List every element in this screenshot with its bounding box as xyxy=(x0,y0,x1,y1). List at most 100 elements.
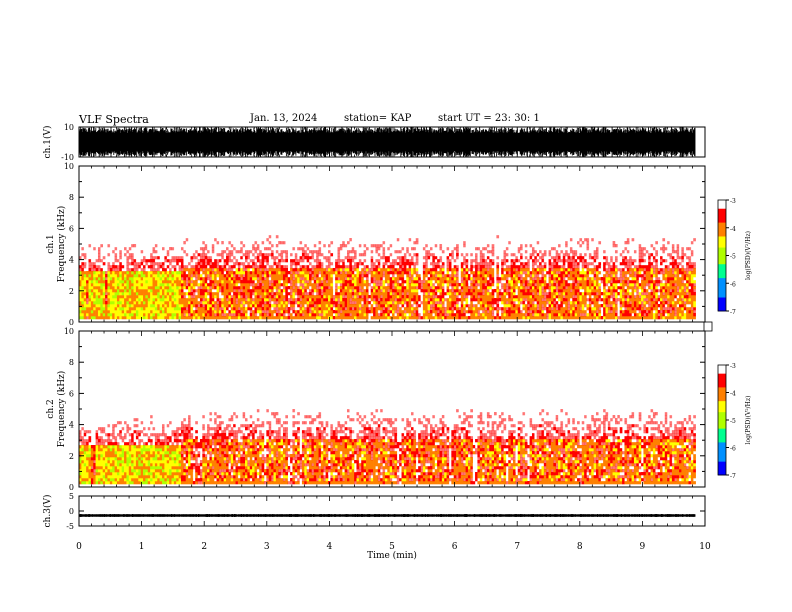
spectrogram-cell xyxy=(140,292,144,296)
spectrogram-cell xyxy=(247,220,251,224)
spectrogram-cell xyxy=(202,295,205,299)
spectrogram-cell xyxy=(365,286,369,290)
spectrogram-cell xyxy=(365,280,369,284)
spectrogram-cell xyxy=(356,262,360,266)
spectrogram-cell xyxy=(392,271,395,275)
spectrogram-cell xyxy=(365,307,369,311)
spectrogram-cell xyxy=(226,277,229,281)
spectrogram-cell xyxy=(254,226,258,230)
spectrogram-cell xyxy=(344,268,348,272)
spectrogram-cell xyxy=(88,229,92,233)
spectrogram-cell xyxy=(420,289,424,293)
spectrogram-cell xyxy=(169,283,172,287)
spectrogram-cell xyxy=(346,253,350,257)
spectrogram-cell xyxy=(275,271,279,275)
spectrogram-cell xyxy=(275,283,279,287)
spectrogram-cell xyxy=(401,319,405,323)
spectrogram-cell xyxy=(451,238,455,242)
spectrogram-cell xyxy=(375,280,379,284)
spectrogram-cell xyxy=(384,250,388,254)
spectrogram-cell xyxy=(178,292,182,296)
spectrogram-cell xyxy=(323,250,326,254)
spectrogram-cell xyxy=(323,274,326,278)
spectrogram-cell xyxy=(252,259,255,263)
spectrogram-cell xyxy=(100,256,104,260)
spectrogram-cell xyxy=(211,259,215,263)
spectrogram-cell xyxy=(83,250,87,254)
spectrogram-cell xyxy=(389,238,393,242)
spectrogram-cell xyxy=(337,247,341,251)
spectrogram-cell xyxy=(382,253,386,257)
spectrogram-cell xyxy=(415,238,419,242)
spectrogram-cell xyxy=(377,259,381,263)
spectrogram-cell xyxy=(297,316,300,320)
spectrogram-cell xyxy=(356,289,360,293)
spectrogram-cell xyxy=(451,304,455,308)
spectrogram-cell xyxy=(318,253,322,257)
spectrogram-cell xyxy=(337,310,341,314)
spectrogram-cell xyxy=(318,295,322,299)
spectrogram-cell xyxy=(185,298,189,302)
spectrogram-cell xyxy=(233,241,236,245)
spectrogram-cell xyxy=(249,265,253,269)
spectrogram-cell xyxy=(171,316,175,320)
spectrogram-cell xyxy=(242,277,246,281)
spectrogram-cell xyxy=(389,289,393,293)
spectrogram-cell xyxy=(157,223,160,227)
spectrogram-cell xyxy=(88,235,92,239)
spectrogram-cell xyxy=(237,304,241,308)
spectrogram-cell xyxy=(145,319,149,323)
spectrogram-cell xyxy=(90,241,94,245)
spectrogram-cell xyxy=(351,307,355,311)
spectrogram-cell xyxy=(261,274,265,278)
spectrogram-cell xyxy=(93,304,96,308)
spectrogram-cell xyxy=(434,277,438,281)
spectrogram-cell xyxy=(358,241,362,245)
spectrogram-cell xyxy=(93,265,96,269)
spectrogram-cell xyxy=(154,253,158,257)
spectrogram-cell xyxy=(261,310,265,314)
spectrogram-cell xyxy=(370,241,374,245)
spectrogram-cell xyxy=(441,238,445,242)
spectrogram-cell xyxy=(306,274,310,278)
spectrogram-cell xyxy=(316,250,319,254)
spectrogram-cell xyxy=(456,292,459,296)
spectrogram-cell xyxy=(237,244,241,248)
spectrogram-cell xyxy=(422,295,426,299)
spectrogram-cell xyxy=(95,268,99,272)
spectrogram-cell xyxy=(392,229,395,233)
spectrogram-cell xyxy=(166,301,170,305)
spectrogram-cell xyxy=(266,235,270,239)
spectrogram-cell xyxy=(342,286,345,290)
spectrogram-cell xyxy=(280,280,284,284)
spectrogram-cell xyxy=(304,283,307,287)
spectrogram-cell xyxy=(147,310,151,314)
spectrogram-cell xyxy=(285,280,288,284)
spectrogram-cell xyxy=(282,265,286,269)
spectrogram-cell xyxy=(354,247,357,251)
spectrogram-cell xyxy=(406,295,409,299)
spectrogram-cell xyxy=(411,238,414,242)
spectrogram-cell xyxy=(354,271,357,275)
spectrogram-cell xyxy=(247,280,251,284)
spectrogram-cell xyxy=(128,241,132,245)
spectrogram-cell xyxy=(233,268,236,272)
spectrogram-cell xyxy=(292,247,296,251)
spectrogram-cell xyxy=(183,280,187,284)
spectrogram-cell xyxy=(448,301,452,305)
spectrogram-cell xyxy=(342,265,345,269)
spectrogram-cell xyxy=(346,319,350,323)
spectrogram-cell xyxy=(116,298,120,302)
spectrogram-cell xyxy=(394,262,398,266)
spectrogram-cell xyxy=(245,262,248,266)
spectrogram-cell xyxy=(114,268,118,272)
spectrogram-cell xyxy=(138,265,141,269)
spectrogram-cell xyxy=(223,316,227,320)
spectrogram-cell xyxy=(401,271,405,275)
spectrogram-cell xyxy=(451,226,455,230)
spectrogram-cell xyxy=(425,283,428,287)
spectrogram-cell xyxy=(176,274,179,278)
spectrogram-cell xyxy=(133,250,137,254)
spectrogram-cell xyxy=(382,295,386,299)
